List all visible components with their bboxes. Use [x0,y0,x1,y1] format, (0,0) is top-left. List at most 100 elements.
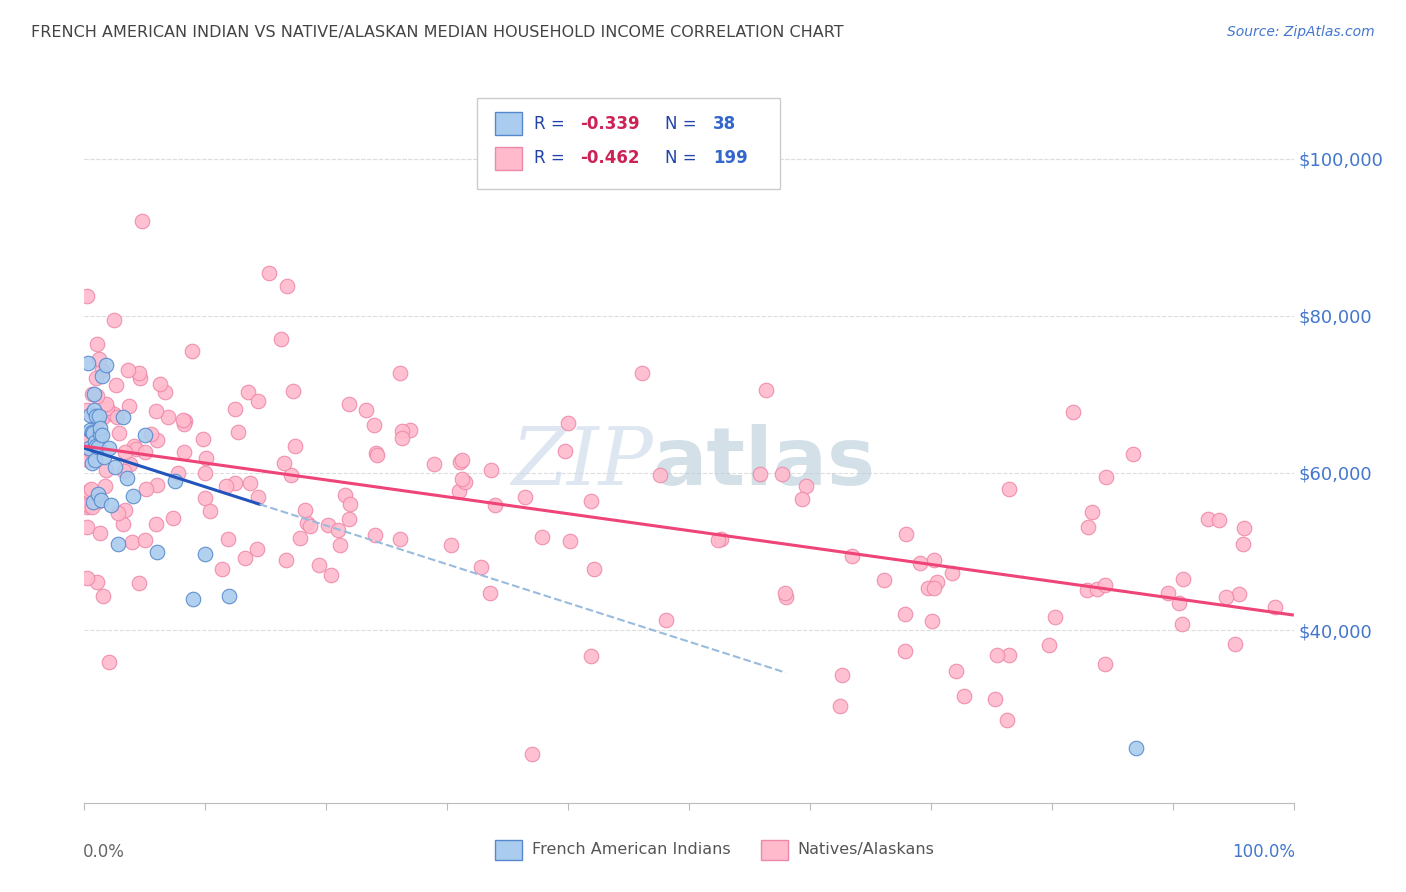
Point [1168,596,1191,610]
Point [135,482,157,496]
Point [1171,572,1194,586]
Point [363,417,385,432]
Point [513,490,536,504]
Point [128,575,150,590]
Text: French American Indians: French American Indians [531,842,730,857]
Point [319,567,342,582]
Point [82,425,104,440]
Point [226,425,249,439]
Point [894,526,917,541]
Point [326,523,349,537]
Point [76,571,98,585]
Point [655,613,678,627]
Text: N =: N = [665,115,702,133]
Point [162,510,184,524]
Point [87,409,110,424]
Point [103,407,125,421]
Text: FRENCH AMERICAN INDIAN VS NATIVE/ALASKAN MEDIAN HOUSEHOLD INCOME CORRELATION CHA: FRENCH AMERICAN INDIAN VS NATIVE/ALASKAN… [31,25,844,40]
Point [146,434,169,448]
Point [276,279,298,293]
Point [83,403,105,417]
Point [191,432,214,446]
Point [111,517,134,532]
Point [308,558,330,573]
Point [128,367,150,381]
Point [104,460,127,475]
Point [484,498,506,512]
Point [423,457,446,471]
Text: N =: N = [665,149,702,168]
Point [399,423,422,437]
Point [451,453,474,467]
Point [79,423,101,437]
Point [96,401,118,415]
Point [118,399,141,413]
Point [165,475,187,489]
Point [200,503,222,517]
Point [447,483,470,498]
Text: 38: 38 [713,115,737,133]
Point [246,491,269,505]
Point [104,378,127,392]
Point [76,434,98,448]
Point [1233,521,1256,535]
Point [173,417,195,432]
Point [364,528,387,542]
Point [134,533,156,548]
Point [391,431,413,445]
Point [86,439,108,453]
FancyBboxPatch shape [495,147,522,169]
Point [86,487,108,501]
Point [82,387,104,401]
Point [1087,582,1109,596]
Point [998,648,1021,662]
Point [337,397,360,411]
Point [112,410,135,425]
Point [107,506,129,520]
Point [339,496,361,510]
Point [87,414,110,428]
Point [76,499,98,513]
Point [288,532,311,546]
Point [167,466,190,480]
Point [87,411,110,425]
Point [1045,610,1067,624]
Point [579,494,602,508]
Point [354,402,377,417]
Point [1095,470,1118,484]
Point [710,532,733,546]
Point [76,500,98,514]
Point [1170,617,1192,632]
Point [194,466,217,480]
Point [91,589,114,603]
Point [217,533,239,547]
Point [118,457,141,471]
Point [894,644,917,658]
Point [794,479,817,493]
Point [1038,638,1060,652]
Point [246,541,269,556]
FancyBboxPatch shape [495,839,522,860]
Point [194,547,217,561]
Text: Source: ZipAtlas.com: Source: ZipAtlas.com [1227,25,1375,39]
Point [117,363,139,377]
Point [339,512,361,526]
Point [94,358,117,372]
Point [1223,637,1246,651]
Point [121,535,143,549]
Point [298,518,321,533]
Point [79,443,101,458]
Point [94,479,117,493]
Point [173,413,195,427]
Point [80,425,103,439]
Point [908,557,931,571]
Point [139,427,162,442]
Point [239,476,262,491]
Point [224,402,246,417]
Point [922,582,945,596]
Point [450,455,472,469]
Point [925,575,948,590]
FancyBboxPatch shape [495,112,522,136]
Point [945,665,967,679]
Point [90,363,112,377]
